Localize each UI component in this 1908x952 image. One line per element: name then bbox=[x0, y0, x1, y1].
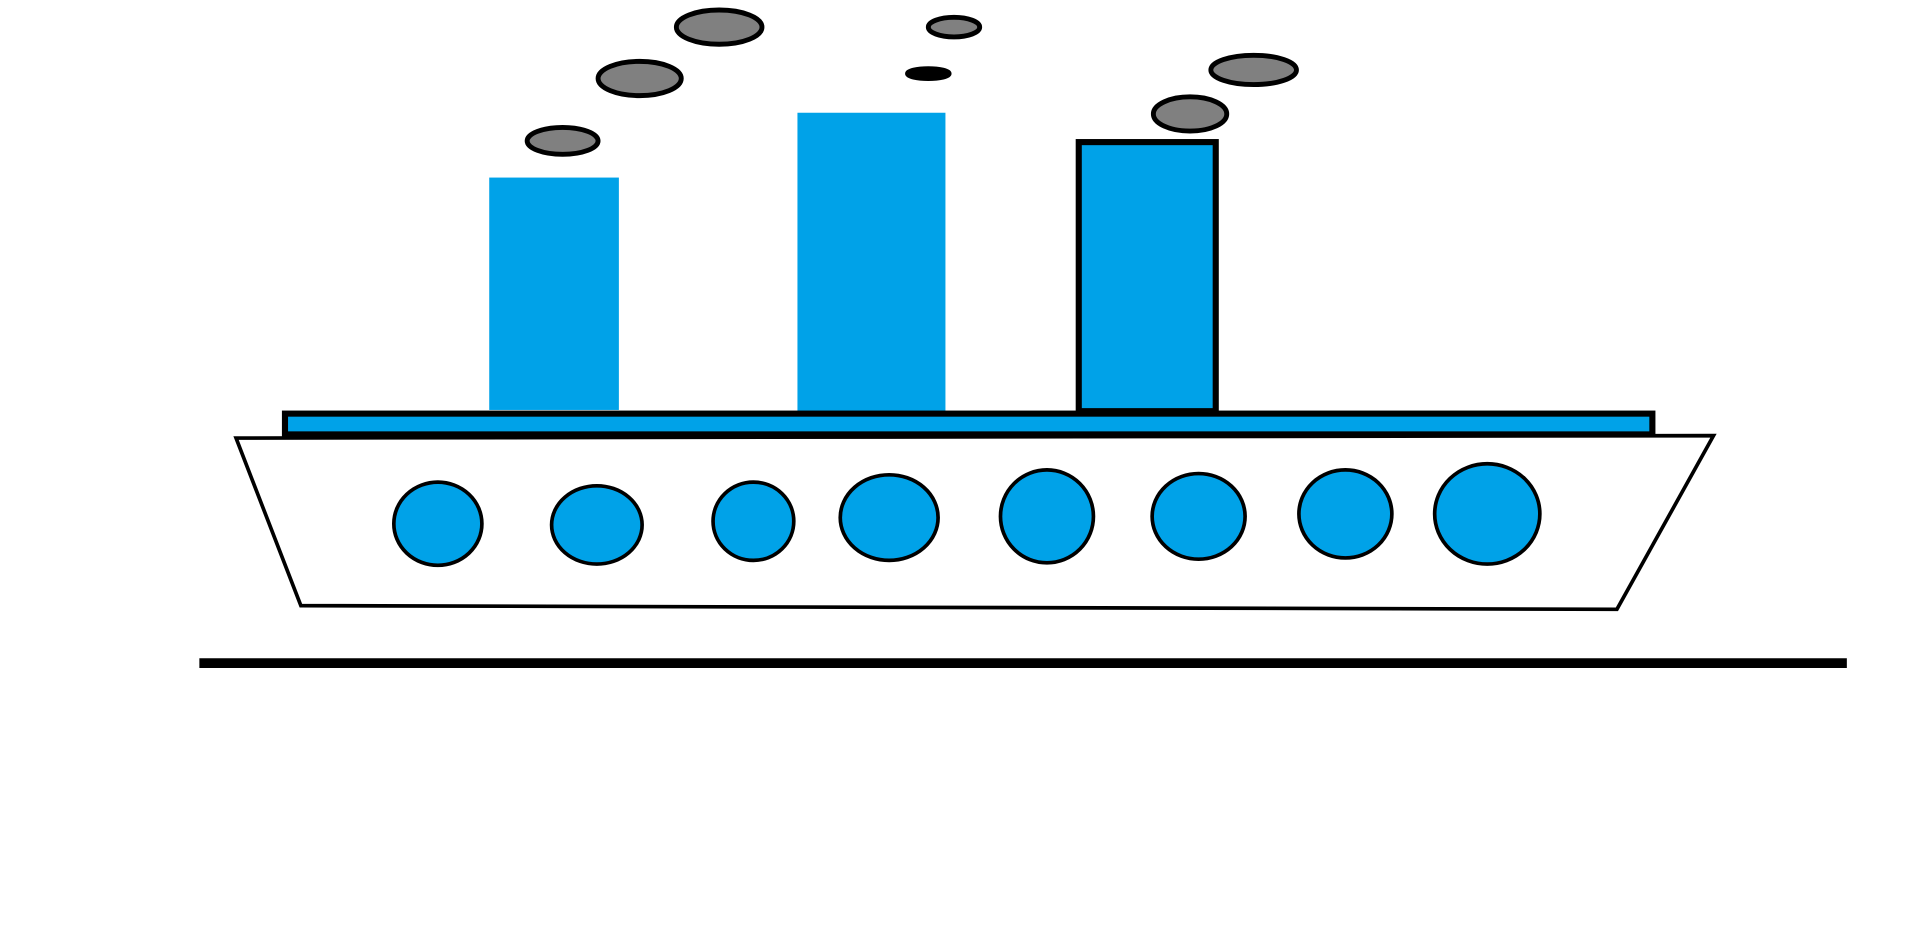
smoke-puff bbox=[673, 7, 765, 47]
porthole bbox=[998, 468, 1096, 565]
funnel bbox=[1075, 139, 1219, 415]
porthole bbox=[1297, 468, 1394, 560]
porthole bbox=[711, 480, 796, 563]
portholes bbox=[391, 461, 1542, 568]
deck bbox=[281, 410, 1656, 438]
funnel bbox=[797, 112, 946, 413]
smoke-puff bbox=[925, 14, 983, 40]
smoke-puff bbox=[905, 66, 952, 81]
smoke bbox=[524, 7, 1299, 157]
smoke-puff bbox=[1150, 94, 1230, 134]
porthole bbox=[1150, 471, 1247, 562]
funnel bbox=[489, 177, 619, 410]
smoke-puff bbox=[524, 124, 601, 157]
smoke-puff bbox=[595, 58, 684, 99]
porthole bbox=[1432, 461, 1542, 566]
porthole bbox=[391, 480, 484, 568]
smoke-puff bbox=[1208, 52, 1299, 88]
porthole bbox=[549, 483, 644, 566]
porthole bbox=[838, 472, 940, 563]
